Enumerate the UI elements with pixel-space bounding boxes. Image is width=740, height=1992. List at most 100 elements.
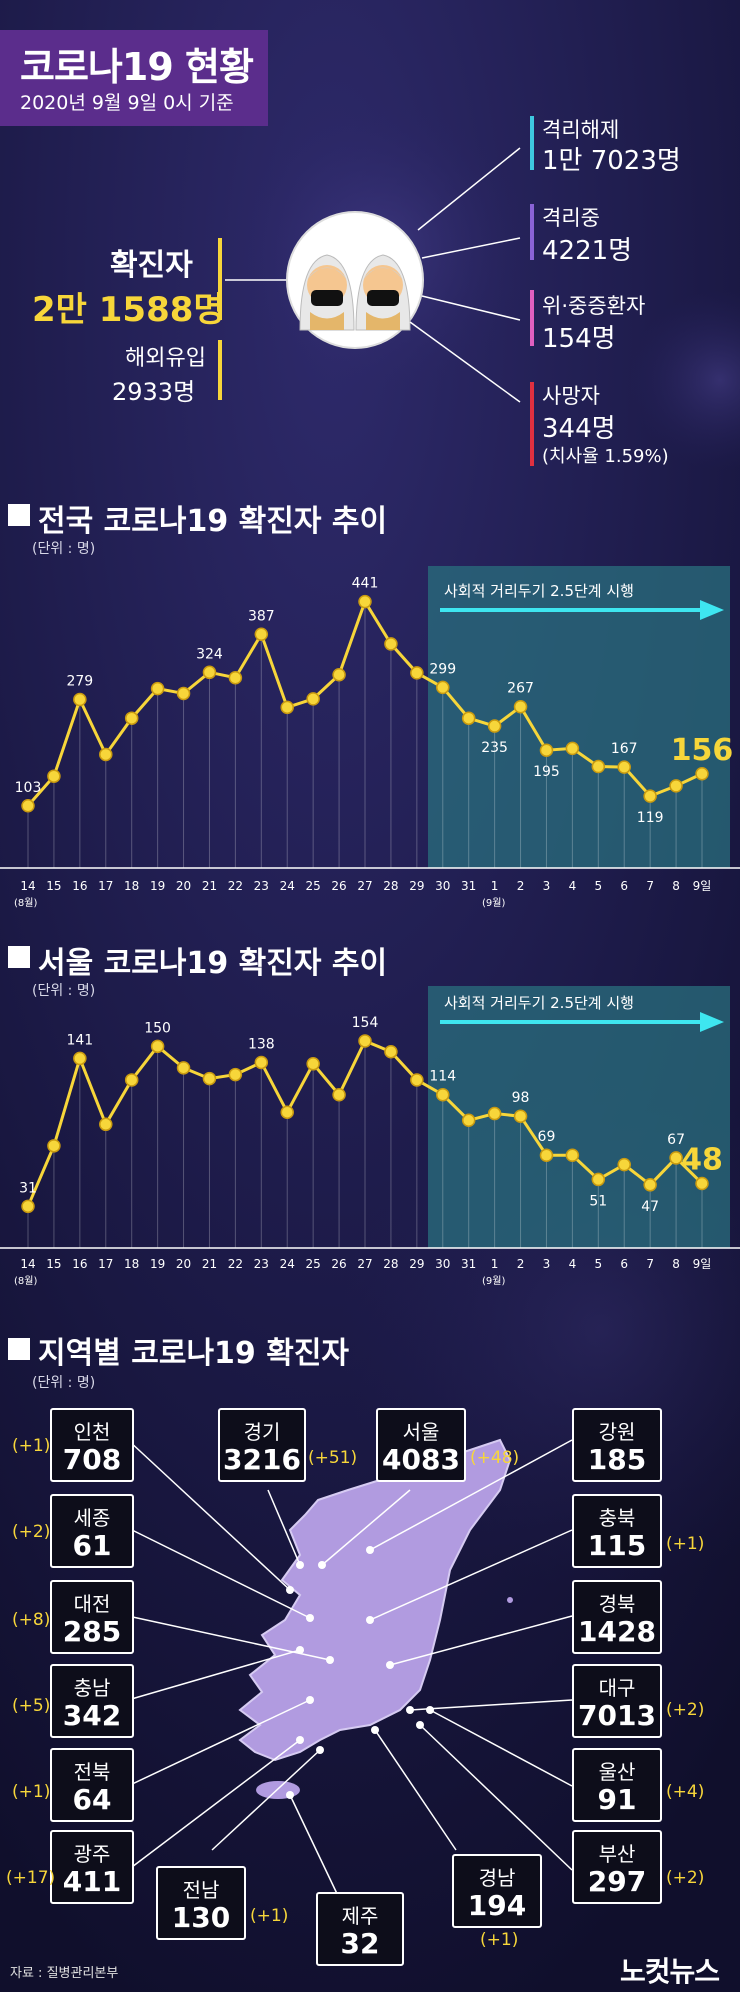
stat-connectors [409,116,534,466]
shaded-banner: 사회적 거리두기 2.5단계 시행 [444,582,634,600]
region-name: 경기 [243,1420,281,1444]
source-note: 자료 : 질병관리본부 [10,1966,119,1981]
data-point [254,627,269,642]
data-point [124,1073,139,1087]
region-box-jeju: 제주 32 [316,1892,404,1966]
data-point [410,666,424,680]
region-delta: (+1) [12,1436,51,1456]
isolated-label: 격리중 [542,206,600,230]
data-point [513,699,528,714]
tick-label: 4 [569,879,577,893]
data-label: 103 [15,780,42,796]
tick-label: 17 [98,879,113,893]
data-label: 235 [481,740,508,756]
data-point [280,1105,294,1119]
region-box-daegu: 대구 7013 [572,1664,662,1738]
region-name: 세종 [73,1506,111,1530]
data-point [436,680,450,695]
data-label: 150 [144,1020,171,1036]
region-name: 제주 [341,1904,379,1928]
region-box-chungnam: 충남 342 [50,1664,134,1738]
tick-label: 9일 [693,1257,712,1271]
data-label: 119 [637,810,664,826]
region-value: 411 [62,1865,122,1898]
region-value: 61 [72,1529,112,1562]
region-delta: (+1) [250,1906,289,1926]
tick-label: 20 [176,1257,191,1271]
data-label: 441 [352,576,379,592]
tick-label: 27 [357,879,372,893]
region-delta: (+17) [6,1868,56,1888]
region-delta: (+1) [666,1534,705,1554]
month-sep-label: (9월) [482,1275,505,1287]
region-value: 4083 [382,1443,460,1476]
data-point [73,692,87,707]
data-point [695,1176,709,1191]
person-right-icon [355,254,411,331]
tick-label: 24 [280,879,295,893]
region-name: 전남 [182,1878,220,1902]
tick-label: 5 [594,1257,602,1271]
data-point [21,1199,35,1214]
page-subtitle: 2020년 9월 9일 0시 기준 [20,92,234,114]
region-name: 전북 [73,1760,111,1784]
section-marker [8,504,30,526]
tick-label: 3 [543,879,551,893]
data-point [695,767,709,781]
map-leaders [127,1439,573,1901]
tick-label: 17 [98,1257,113,1271]
tick-label: 23 [254,1257,269,1271]
data-point [487,1106,502,1121]
region-delta: (+2) [666,1700,705,1720]
national-unit: (단위 : 명) [32,541,96,557]
region-value: 297 [587,1865,647,1898]
tick-label: 2 [517,879,525,893]
tick-label: 28 [383,1257,398,1271]
isolated-bar [530,204,534,260]
death-bar [530,382,534,466]
tick-label: 5 [594,879,602,893]
data-point [254,1055,269,1070]
data-point [21,799,35,813]
data-label: 167 [611,741,638,757]
page-title: 코로나19 현황 [20,45,254,89]
data-point [643,1178,657,1192]
brand-logo: 노컷뉴스 [620,1955,720,1988]
tick-label: 8 [672,879,680,893]
region-delta: (+2) [12,1522,51,1542]
arrow-right-icon [700,1012,724,1032]
data-point [384,637,398,651]
tick-label: 28 [383,879,398,893]
data-point [332,1087,346,1102]
data-point [228,670,243,685]
region-name: 부산 [598,1842,636,1866]
data-label: 156 [671,733,734,768]
region-box-daejeon: 대전 285 [50,1580,134,1654]
isolated-value: 4221명 [542,236,633,266]
tick-label: 19 [150,1257,165,1271]
region-value: 32 [340,1927,380,1960]
tick-label: 4 [569,1257,577,1271]
region-name: 대구 [598,1676,636,1700]
tick-label: 24 [280,1257,295,1271]
data-point [150,1039,165,1054]
data-label: 195 [533,764,560,780]
region-name: 경남 [478,1866,516,1890]
region-name: 경북 [598,1592,636,1616]
month-sep-label: (9월) [482,897,505,909]
region-value: 708 [62,1443,122,1476]
region-delta: (+5) [12,1696,51,1716]
data-point [358,594,372,609]
data-point [669,1151,683,1165]
tick-label: 25 [306,879,321,893]
region-dots [286,1546,434,1799]
data-point [228,1067,243,1082]
region-delta: (+8) [12,1610,51,1630]
tick-label: 18 [124,879,139,893]
tick-label: 18 [124,1257,139,1271]
region-name: 충북 [598,1506,636,1530]
data-point [306,692,320,706]
data-point [99,1117,113,1132]
data-point [591,759,606,774]
data-point [176,686,191,701]
